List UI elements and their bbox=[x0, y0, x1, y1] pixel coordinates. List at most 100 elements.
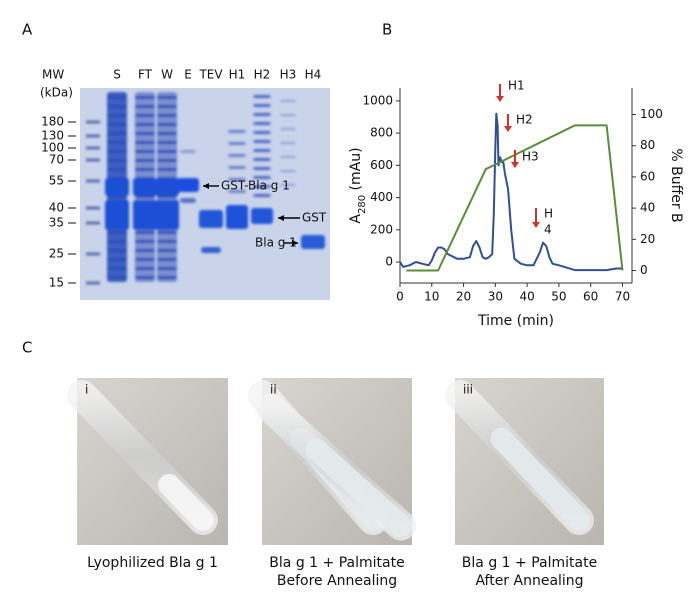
band bbox=[199, 210, 223, 228]
band bbox=[253, 122, 271, 125]
band bbox=[157, 141, 177, 144]
band bbox=[135, 249, 155, 252]
line-series bbox=[399, 112, 623, 272]
mw-label: MW bbox=[42, 68, 64, 82]
arrow-head bbox=[292, 240, 298, 246]
band bbox=[301, 235, 325, 249]
band bbox=[107, 105, 127, 108]
marker-label: 15 bbox=[49, 276, 64, 290]
band bbox=[228, 190, 246, 193]
band bbox=[107, 231, 127, 234]
ladder-band bbox=[86, 281, 100, 285]
y-axis-label: A280 (mAu) bbox=[348, 147, 368, 223]
y2-tick-label: 100 bbox=[640, 107, 663, 121]
band bbox=[253, 140, 271, 143]
photo-numeral: iii bbox=[463, 383, 473, 397]
band bbox=[253, 158, 271, 161]
peak-label: 4 bbox=[544, 223, 552, 237]
peak-label: H bbox=[544, 207, 553, 221]
band bbox=[107, 258, 127, 261]
marker-label: 40 bbox=[49, 201, 64, 215]
band bbox=[107, 240, 127, 243]
band bbox=[135, 132, 155, 135]
photos: i Lyophilized Bla g 1 ii Bla g 1 + Palmitat… bbox=[67, 378, 604, 589]
y2-tick-label: 0 bbox=[640, 263, 648, 277]
x-axis-label: Time (min) bbox=[477, 313, 554, 329]
ladder-band bbox=[86, 221, 100, 225]
x-tick-label: 40 bbox=[519, 290, 534, 304]
arrow-head bbox=[203, 183, 209, 189]
band bbox=[253, 95, 271, 98]
arrow-head bbox=[278, 215, 284, 221]
photo-caption: After Annealing bbox=[475, 573, 583, 589]
gel-annotations: GST-Bla g 1 GST Bla g 1 bbox=[203, 179, 327, 250]
band bbox=[253, 131, 271, 134]
band bbox=[157, 168, 177, 171]
band bbox=[280, 156, 296, 158]
ladder-band bbox=[86, 120, 100, 124]
band bbox=[157, 132, 177, 135]
band bbox=[105, 178, 129, 196]
band bbox=[253, 104, 271, 107]
band bbox=[107, 276, 127, 279]
band bbox=[253, 149, 271, 152]
y-tick-label: 600 bbox=[370, 158, 393, 172]
band bbox=[177, 178, 199, 192]
peak-arrow-head bbox=[532, 222, 540, 228]
lane-label: H1 bbox=[229, 68, 246, 82]
band bbox=[280, 142, 296, 144]
x-tick-label: 60 bbox=[583, 290, 598, 304]
band bbox=[157, 159, 177, 162]
y2-axis-label: % Buffer B bbox=[668, 148, 684, 222]
photo-numeral: ii bbox=[270, 383, 277, 397]
y-tick-label: 200 bbox=[370, 222, 393, 236]
lane-label: H2 bbox=[254, 68, 271, 82]
ladder-band bbox=[86, 134, 100, 138]
peak-label: H2 bbox=[516, 113, 533, 127]
band bbox=[157, 267, 177, 270]
band bbox=[228, 142, 246, 145]
band bbox=[135, 258, 155, 261]
band bbox=[228, 178, 246, 181]
band bbox=[155, 200, 179, 230]
annotation: GST bbox=[302, 211, 327, 225]
y2-tick-label: 60 bbox=[640, 169, 655, 183]
band bbox=[157, 123, 177, 126]
band bbox=[107, 267, 127, 270]
y-tick-label: 800 bbox=[370, 126, 393, 140]
marker-label: 70 bbox=[49, 153, 64, 167]
band bbox=[157, 258, 177, 261]
photo-numeral: i bbox=[85, 383, 88, 397]
band bbox=[280, 128, 296, 130]
panel-label: C bbox=[22, 339, 32, 357]
photo-caption: Bla g 1 + Palmitate bbox=[269, 555, 404, 571]
ladder-band bbox=[86, 206, 100, 210]
marker-label: 180 bbox=[41, 115, 64, 129]
band bbox=[228, 166, 246, 169]
band bbox=[228, 130, 246, 133]
band bbox=[135, 231, 155, 234]
band bbox=[135, 150, 155, 153]
band bbox=[157, 231, 177, 234]
band bbox=[107, 141, 127, 144]
x-tick-label: 30 bbox=[488, 290, 503, 304]
lane-label: TEV bbox=[198, 68, 223, 82]
peak-arrow-head bbox=[496, 96, 504, 102]
band bbox=[180, 150, 196, 153]
band bbox=[133, 200, 157, 230]
y2-tick-label: 20 bbox=[640, 232, 655, 246]
panel-label: A bbox=[22, 21, 33, 39]
y-tick-label: 1000 bbox=[362, 93, 393, 107]
lane-label: S bbox=[113, 68, 121, 82]
band bbox=[107, 114, 127, 117]
band bbox=[251, 208, 273, 224]
y-tick-label: 400 bbox=[370, 190, 393, 204]
band bbox=[157, 240, 177, 243]
x-tick-label: 10 bbox=[424, 290, 439, 304]
band bbox=[280, 114, 296, 116]
band bbox=[253, 194, 271, 197]
lane-label: H3 bbox=[280, 68, 297, 82]
band bbox=[107, 249, 127, 252]
band bbox=[135, 123, 155, 126]
